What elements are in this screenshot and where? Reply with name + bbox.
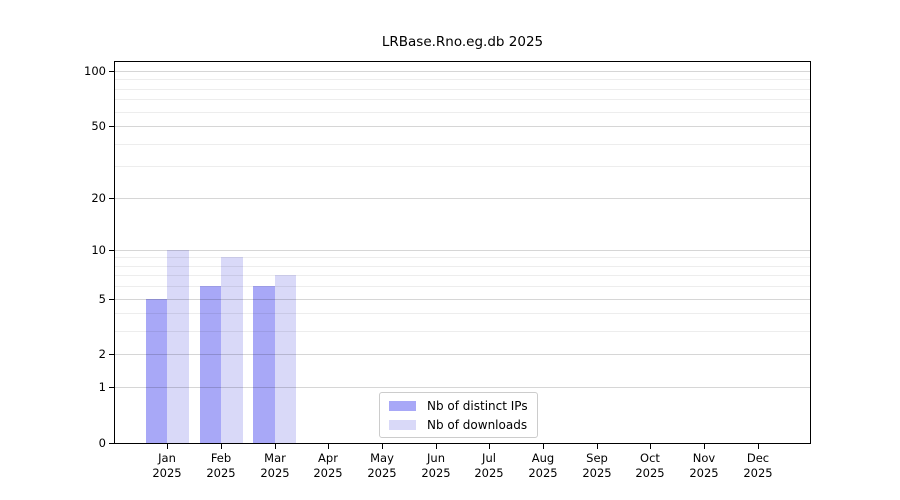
gridline-minor-80	[115, 88, 810, 90]
x-tick-label-jun: Jun 2025	[421, 451, 451, 480]
x-tick-label-jul: Jul 2025	[474, 451, 504, 480]
x-tick-label-apr: Apr 2025	[313, 451, 343, 480]
y-tick-mark-5	[109, 299, 114, 300]
x-tick-mark-feb	[221, 444, 222, 449]
y-tick-label-10: 10	[91, 243, 106, 257]
y-tick-mark-20	[109, 198, 114, 199]
x-tick-mark-aug	[543, 444, 544, 449]
x-tick-mark-dec	[758, 444, 759, 449]
bar-downloads-feb	[221, 257, 243, 443]
gridline-minor-40	[115, 143, 810, 145]
y-tick-label-1: 1	[98, 380, 106, 394]
y-tick-mark-1	[109, 387, 114, 388]
x-tick-mark-oct	[650, 444, 651, 449]
gridline-minor-70	[115, 99, 810, 101]
legend-label-downloads: Nb of downloads	[427, 417, 528, 432]
gridline-minor-6	[115, 286, 810, 288]
x-tick-mark-mar	[275, 444, 276, 449]
bar-distinct-ips-mar	[253, 286, 275, 443]
plot-area	[114, 61, 811, 444]
gridline-minor-8	[115, 265, 810, 267]
gridline-minor-3	[115, 331, 810, 333]
x-tick-mark-nov	[704, 444, 705, 449]
x-tick-label-oct: Oct 2025	[635, 451, 665, 480]
x-tick-mark-may	[382, 444, 383, 449]
legend-label-distinct-ips: Nb of distinct IPs	[427, 398, 528, 413]
x-tick-mark-jun	[436, 444, 437, 449]
legend-row-downloads: Nb of downloads	[389, 416, 528, 433]
y-tick-label-100: 100	[84, 64, 106, 78]
legend-swatch-downloads	[389, 419, 416, 430]
x-tick-mark-apr	[328, 444, 329, 449]
gridline-minor-30	[115, 166, 810, 168]
x-tick-label-jan: Jan 2025	[152, 451, 182, 480]
gridline-minor-90	[115, 79, 810, 81]
y-tick-label-0: 0	[98, 436, 106, 450]
bar-downloads-jan	[167, 249, 189, 443]
gridline-major-1	[115, 387, 810, 389]
x-tick-label-may: May 2025	[367, 451, 397, 480]
gridline-minor-7	[115, 275, 810, 277]
gridline-minor-60	[115, 111, 810, 113]
legend: Nb of distinct IPs Nb of downloads	[379, 392, 538, 438]
gridline-major-100	[115, 70, 810, 72]
bar-downloads-mar	[274, 275, 297, 443]
bars-layer	[115, 62, 810, 443]
bar-distinct-ips-jan	[145, 298, 168, 443]
gridline-major-50	[115, 126, 810, 128]
x-tick-label-aug: Aug 2025	[528, 451, 558, 480]
bar-distinct-ips-feb	[199, 286, 222, 443]
y-tick-mark-100	[109, 71, 114, 72]
x-tick-mark-jan	[167, 444, 168, 449]
x-tick-label-feb: Feb 2025	[206, 451, 236, 480]
y-tick-label-50: 50	[91, 119, 106, 133]
x-tick-mark-jul	[489, 444, 490, 449]
gridline-minor-4	[115, 313, 810, 315]
x-tick-label-sep: Sep 2025	[582, 451, 612, 480]
y-tick-label-20: 20	[91, 191, 106, 205]
x-tick-label-dec: Dec 2025	[743, 451, 773, 480]
y-tick-label-5: 5	[98, 292, 106, 306]
legend-swatch-distinct-ips	[389, 400, 416, 411]
gridline-minor-9	[115, 257, 810, 259]
x-tick-mark-sep	[597, 444, 598, 449]
gridline-major-2	[115, 354, 810, 356]
gridline-major-20	[115, 197, 810, 199]
gridlines-layer	[115, 62, 810, 443]
y-tick-mark-0	[109, 443, 114, 444]
gridline-major-5	[115, 298, 810, 300]
x-tick-label-mar: Mar 2025	[260, 451, 290, 480]
gridline-major-10	[115, 249, 810, 251]
y-tick-label-2: 2	[98, 347, 106, 361]
legend-row-distinct-ips: Nb of distinct IPs	[389, 397, 528, 414]
x-tick-label-nov: Nov 2025	[689, 451, 719, 480]
y-tick-mark-50	[109, 126, 114, 127]
y-tick-mark-2	[109, 354, 114, 355]
y-tick-mark-10	[109, 250, 114, 251]
chart-title: LRBase.Rno.eg.db 2025	[381, 34, 544, 50]
